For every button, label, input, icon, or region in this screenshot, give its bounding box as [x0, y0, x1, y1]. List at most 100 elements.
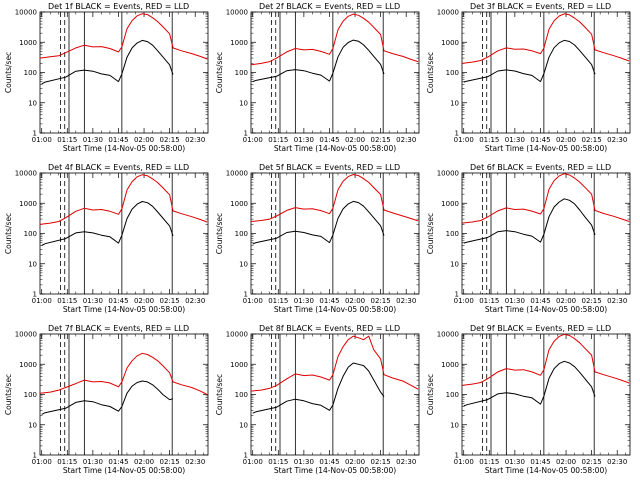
y-axis-label: Counts/sec: [4, 374, 13, 415]
y-tick-label: 10: [239, 421, 248, 429]
x-tick-label: 01:30: [294, 297, 314, 305]
x-tick-label: 01:00: [32, 136, 52, 144]
x-tick-label: 01:45: [108, 136, 128, 144]
x-axis-label: Start Time (14-Nov-05 00:58:00): [274, 466, 396, 475]
y-tick-label: 1: [33, 452, 37, 460]
y-tick-label: 1: [455, 452, 459, 460]
y-tick-label: 100: [235, 230, 248, 238]
plot-frame: [461, 172, 631, 295]
x-tick-label: 01:30: [83, 458, 103, 466]
x-tick-label: 01:00: [454, 136, 474, 144]
x-tick-label: 02:30: [607, 297, 627, 305]
x-tick-label: 02:15: [371, 297, 391, 305]
panel-7: Det 7f BLACK = Events, RED = LLD 1 10 100 10…: [4, 324, 209, 475]
x-tick-label: 02:30: [607, 136, 627, 144]
x-tick-label: 01:00: [243, 458, 263, 466]
x-tick-label: 02:30: [396, 297, 416, 305]
events-series-line: [41, 39, 174, 85]
x-tick-label: 01:45: [530, 458, 550, 466]
x-tick-label: 02:15: [160, 136, 180, 144]
y-tick-label: 100: [235, 69, 248, 77]
events-series-line: [252, 200, 385, 245]
y-tick-label: 1000: [230, 361, 248, 369]
y-tick-label: 100: [446, 391, 459, 399]
x-tick-label: 01:30: [505, 297, 525, 305]
x-tick-label: 02:15: [582, 136, 602, 144]
lld-series-line: [250, 174, 419, 222]
x-axis-label: Start Time (14-Nov-05 00:58:00): [485, 144, 607, 153]
lld-series-line: [39, 174, 208, 225]
x-tick-label: 01:00: [243, 136, 263, 144]
x-tick-label: 01:00: [454, 458, 474, 466]
y-tick-label: 10000: [437, 9, 459, 17]
plot-frame: [250, 11, 420, 134]
y-tick-label: 1: [244, 452, 248, 460]
y-tick-label: 10000: [226, 9, 248, 17]
x-tick-label: 01:15: [268, 458, 288, 466]
y-tick-label: 10000: [437, 331, 459, 339]
x-tick-label: 02:00: [345, 136, 365, 144]
y-tick-label: 1000: [441, 361, 459, 369]
y-tick-label: 100: [24, 69, 37, 77]
x-tick-label: 02:00: [134, 136, 154, 144]
x-tick-label: 01:00: [454, 297, 474, 305]
x-tick-label: 01:00: [32, 297, 52, 305]
x-axis-label: Start Time (14-Nov-05 00:58:00): [485, 466, 607, 475]
panel-6: Det 6f BLACK = Events, RED = LLD 1 10 100 10…: [426, 163, 631, 314]
lld-series-line: [461, 13, 630, 64]
x-tick-label: 01:15: [479, 458, 499, 466]
x-tick-label: 02:30: [185, 136, 205, 144]
x-tick-label: 02:30: [396, 458, 416, 466]
y-tick-label: 1000: [19, 361, 37, 369]
y-tick-label: 10000: [226, 170, 248, 178]
y-axis-label: Counts/sec: [426, 374, 435, 415]
x-tick-label: 02:00: [556, 297, 576, 305]
panel-8: Det 8f BLACK = Events, RED = LLD 1 10 100 10…: [215, 324, 420, 475]
x-tick-label: 02:30: [607, 458, 627, 466]
x-tick-label: 01:15: [479, 297, 499, 305]
y-axis-label: Counts/sec: [215, 52, 224, 93]
x-tick-label: 01:30: [505, 458, 525, 466]
x-tick-label: 02:00: [345, 297, 365, 305]
y-tick-label: 10000: [15, 9, 37, 17]
x-tick-label: 02:30: [185, 458, 205, 466]
x-tick-label: 01:45: [319, 458, 339, 466]
y-tick-label: 1000: [441, 200, 459, 208]
y-tick-label: 100: [24, 230, 37, 238]
panel-5: Det 5f BLACK = Events, RED = LLD 1 10 100 10…: [215, 163, 420, 314]
plot-frame: [39, 172, 209, 295]
lld-series-line: [461, 333, 630, 386]
x-tick-label: 02:00: [556, 136, 576, 144]
panel-title: Det 5f BLACK = Events, RED = LLD: [259, 163, 400, 172]
x-tick-label: 02:00: [134, 458, 154, 466]
y-tick-label: 100: [24, 391, 37, 399]
y-tick-label: 10: [450, 260, 459, 268]
lld-series-line: [39, 352, 208, 395]
x-axis-label: Start Time (14-Nov-05 00:58:00): [274, 305, 396, 314]
x-tick-label: 01:30: [294, 458, 314, 466]
x-tick-label: 01:45: [319, 136, 339, 144]
y-tick-label: 10: [450, 99, 459, 107]
y-tick-label: 10: [450, 421, 459, 429]
x-axis-label: Start Time (14-Nov-05 00:58:00): [63, 305, 185, 314]
x-tick-label: 01:45: [319, 297, 339, 305]
plot-frame: [39, 333, 209, 456]
x-tick-label: 01:30: [83, 297, 103, 305]
x-tick-label: 01:00: [32, 458, 52, 466]
plot-frame: [250, 333, 420, 456]
x-tick-label: 02:15: [371, 458, 391, 466]
y-axis-label: Counts/sec: [215, 374, 224, 415]
x-tick-label: 02:30: [396, 136, 416, 144]
plot-frame: [461, 11, 631, 134]
x-tick-label: 02:00: [134, 297, 154, 305]
panel-title: Det 7f BLACK = Events, RED = LLD: [48, 324, 189, 333]
y-axis-label: Counts/sec: [215, 213, 224, 254]
panel-title: Det 2f BLACK = Events, RED = LLD: [259, 2, 400, 11]
x-tick-label: 01:45: [108, 297, 128, 305]
y-tick-label: 1000: [441, 39, 459, 47]
panel-title: Det 6f BLACK = Events, RED = LLD: [470, 163, 611, 172]
events-series-line: [252, 362, 385, 414]
x-tick-label: 01:15: [57, 297, 77, 305]
x-tick-label: 01:30: [505, 136, 525, 144]
lld-series-line: [39, 13, 208, 60]
